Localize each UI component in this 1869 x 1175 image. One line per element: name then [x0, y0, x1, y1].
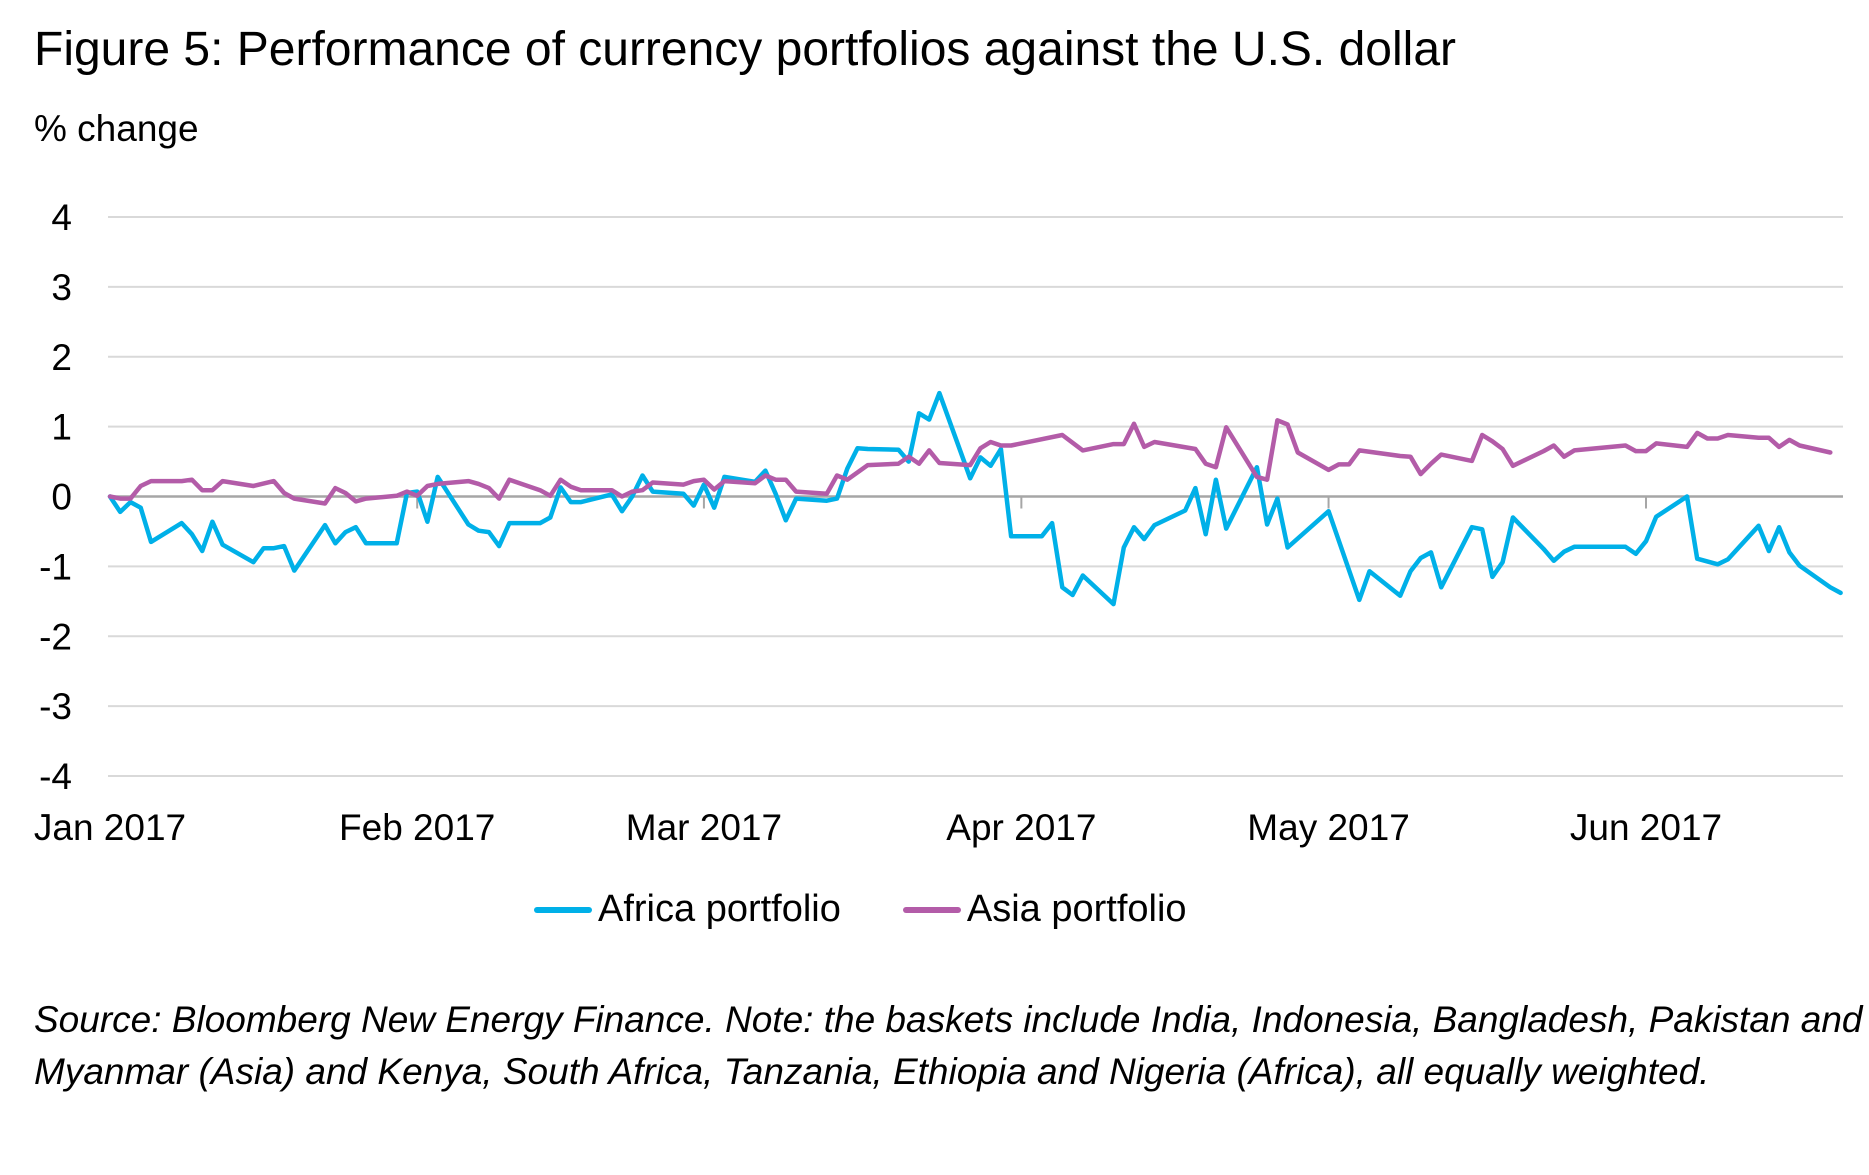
y-tick-labels: 4 3 2 1 0 -1 -2 -3 -4 — [39, 197, 72, 797]
line-chart: 4 3 2 1 0 -1 -2 -3 -4 Jan 2017 Feb 2017 Mar 2017 Ap… — [34, 197, 1843, 848]
legend-swatch-asia — [902, 906, 961, 913]
legend-swatch-africa — [534, 906, 592, 913]
legend-item-africa: Africa portfolio — [534, 888, 841, 931]
y-tick-label: 4 — [51, 197, 72, 238]
series-line-asia-portfolio — [107, 418, 1833, 506]
y-tick-label: -4 — [39, 756, 72, 797]
y-tick-label: -3 — [39, 686, 72, 727]
chart-title: Figure 5: Performance of currency portfo… — [34, 23, 1456, 76]
legend: Africa portfolio Asia portfolio — [534, 888, 1249, 931]
legend-label-africa: Africa portfolio — [598, 888, 841, 930]
x-tick-label: Feb 2017 — [339, 807, 495, 848]
legend-label-asia: Asia portfolio — [966, 888, 1187, 930]
x-tick-label: Jun 2017 — [1570, 807, 1722, 848]
legend-item-asia: Asia portfolio — [902, 888, 1187, 931]
y-tick-label: -2 — [39, 616, 72, 657]
x-tick-label: Jan 2017 — [34, 807, 186, 848]
y-tick-label: 3 — [51, 267, 72, 308]
y-tick-label: 1 — [51, 407, 72, 448]
source-note: Source: Bloomberg New Energy Finance. No… — [34, 999, 1863, 1092]
x-tick-label: Mar 2017 — [626, 807, 782, 848]
x-tick-label: Apr 2017 — [946, 807, 1096, 848]
x-tick-label: May 2017 — [1247, 807, 1410, 848]
y-axis-label: % change — [34, 108, 199, 149]
series-line-africa-portfolio — [107, 390, 1843, 607]
y-tick-label: 2 — [51, 337, 72, 378]
y-tick-label: -1 — [39, 546, 72, 587]
y-tick-label: 0 — [51, 477, 72, 518]
x-tick-labels: Jan 2017 Feb 2017 Mar 2017 Apr 2017 May 2017… — [34, 807, 1722, 848]
series-lines — [107, 390, 1843, 607]
